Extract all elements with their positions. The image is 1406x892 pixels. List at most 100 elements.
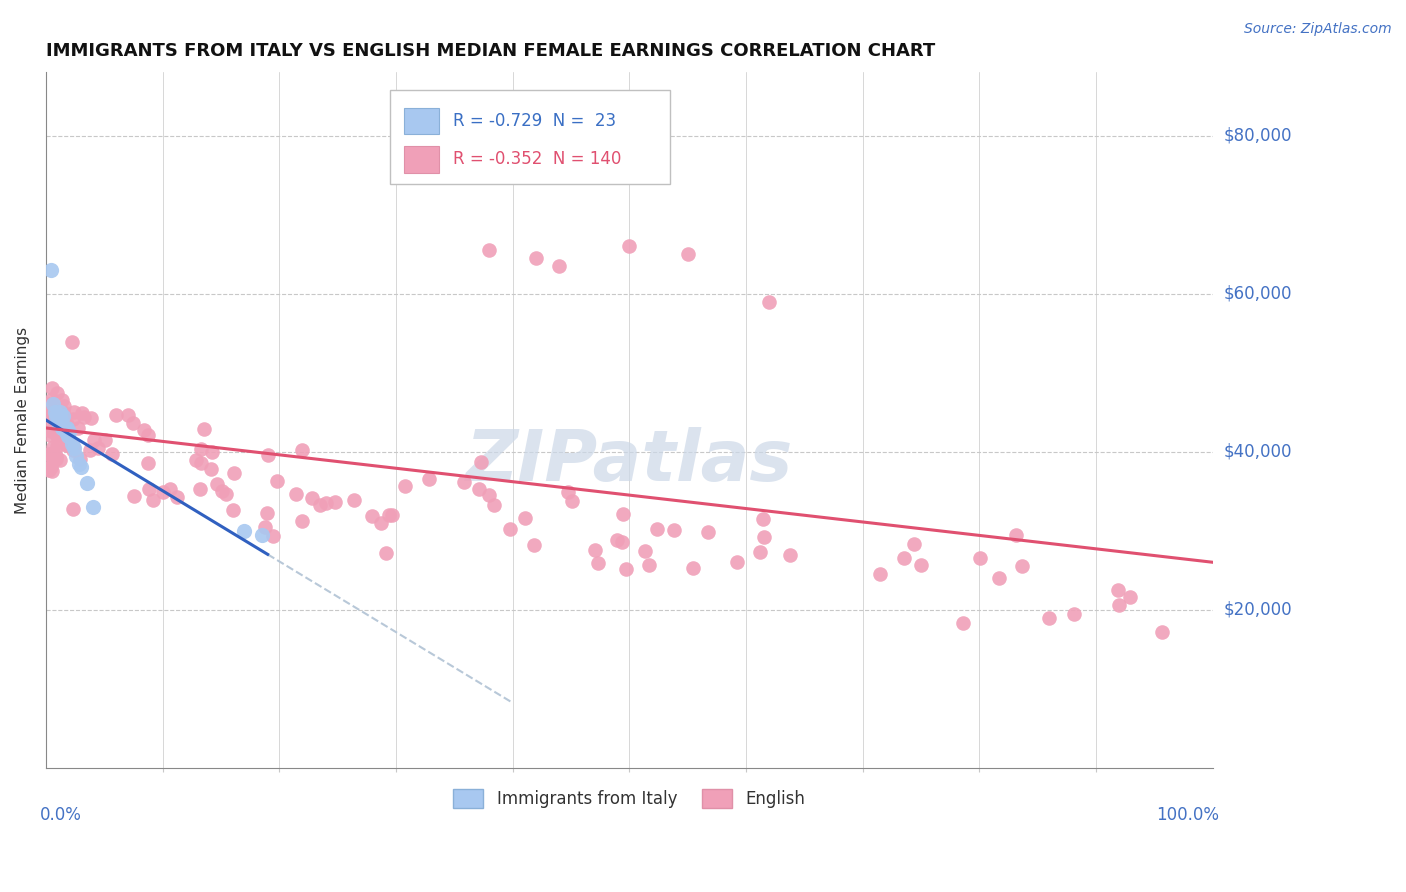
Point [55,425,77,439]
Point [62,412,84,426]
Point [56,422,79,436]
Point [676,247,699,261]
Point [56,438,79,452]
Point [1150,625,1173,640]
Point [612,507,634,521]
Point [121,416,143,430]
Point [284,486,307,500]
Point [256,506,278,520]
Point [291,515,314,529]
Point [52,405,75,419]
Point [41,381,63,395]
Text: IMMIGRANTS FROM ITALY VS ENGLISH MEDIAN FEMALE EARNINGS CORRELATION CHART: IMMIGRANTS FROM ITALY VS ENGLISH MEDIAN … [46,42,935,60]
Point [308,498,330,512]
Point [70,460,93,475]
Point [1108,598,1130,612]
Point [1107,582,1129,597]
Point [1005,527,1028,541]
Point [758,294,780,309]
Point [524,251,547,265]
Point [117,408,139,422]
Text: Source: ZipAtlas.com: Source: ZipAtlas.com [1244,22,1392,37]
Point [56,417,79,432]
Point [69,451,91,466]
Point [484,498,506,512]
Point [44,416,66,430]
Point [48,426,70,441]
Point [56,421,79,435]
FancyBboxPatch shape [391,90,671,184]
Point [70,406,93,420]
Point [291,443,314,458]
Point [56,429,79,443]
Point [619,239,641,253]
Point [190,456,212,470]
Point [45,439,67,453]
Point [38,408,60,422]
Point [361,509,384,524]
Point [166,491,188,505]
Point [201,444,224,458]
Point [1063,607,1085,622]
Point [38,463,60,477]
Point [58,425,80,439]
Point [586,556,609,570]
Point [262,528,284,542]
Point [62,439,84,453]
Point [323,495,346,509]
Point [499,522,522,536]
Point [394,479,416,493]
Text: R = -0.352  N = 140: R = -0.352 N = 140 [453,151,621,169]
Point [418,472,440,486]
Point [378,508,401,523]
Point [186,452,208,467]
Point [58,435,80,450]
Point [752,530,775,544]
Point [62,501,84,516]
Point [48,417,70,431]
FancyBboxPatch shape [404,146,439,172]
Point [38,428,60,442]
Point [370,516,392,531]
Point [478,243,501,257]
Point [45,452,67,467]
Point [988,571,1011,585]
Point [190,442,212,456]
Point [51,421,73,435]
Point [952,615,974,630]
Point [910,558,932,573]
Point [583,543,606,558]
Point [41,392,63,406]
Point [610,534,633,549]
Point [561,494,583,508]
Point [48,452,70,467]
Point [697,525,720,540]
Point [45,449,67,463]
Point [250,527,273,541]
Point [1119,590,1142,604]
Point [39,459,62,474]
Point [76,476,98,491]
Text: R = -0.729  N =  23: R = -0.729 N = 23 [453,112,616,130]
Point [55,438,77,452]
Point [343,492,366,507]
Point [39,263,62,277]
Point [38,397,60,411]
Point [41,464,63,478]
Point [664,523,686,537]
Point [41,404,63,418]
Point [752,512,775,526]
Point [682,560,704,574]
Point [51,392,73,407]
Point [141,493,163,508]
Point [606,533,628,547]
Point [468,483,491,497]
Point [453,475,475,489]
Point [478,488,501,502]
Point [60,334,83,349]
Point [523,538,546,552]
Point [42,397,65,411]
Point [66,421,89,435]
Point [725,555,748,569]
Point [73,409,96,424]
